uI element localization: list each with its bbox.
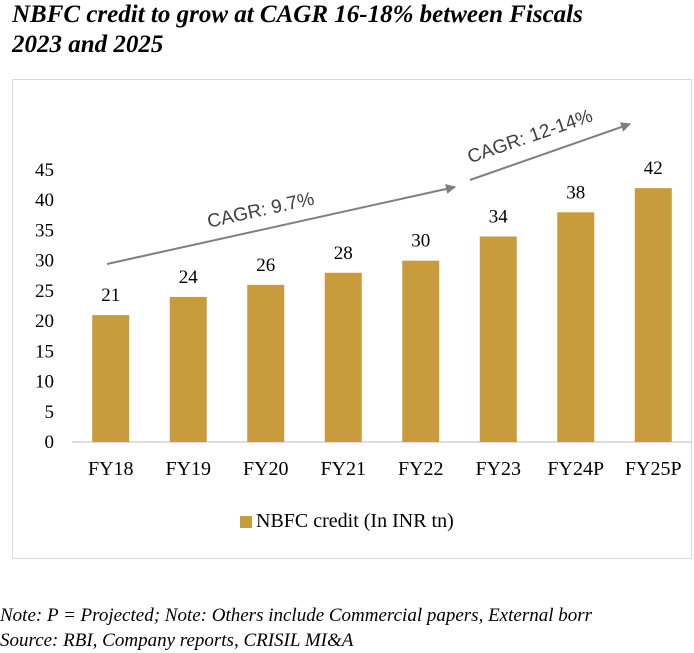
y-tick-label: 10 — [35, 372, 54, 393]
bar — [479, 236, 517, 442]
data-label: 38 — [566, 182, 585, 203]
footnote: Note: P = Projected; Note: Others includ… — [0, 605, 593, 626]
data-label: 24 — [179, 267, 199, 288]
y-tick-label: 5 — [45, 402, 55, 423]
bar-chart: 0 5 10 15 20 25 30 35 40 45 21 FY18 24 FY19 26 FY20 28 FY… — [35, 106, 692, 480]
cagr-arrow-2 — [469, 122, 631, 181]
x-tick-label: FY18 — [88, 458, 134, 480]
y-tick-label: 40 — [35, 190, 54, 211]
data-label: 34 — [489, 206, 509, 227]
x-tick-label: FY23 — [475, 458, 521, 480]
y-tick-label: 45 — [35, 160, 54, 181]
data-label: 30 — [411, 231, 430, 252]
y-tick-label: 20 — [35, 311, 54, 332]
legend-swatch — [240, 515, 252, 528]
cagr-arrow-1 — [106, 184, 456, 265]
y-tick-label: 0 — [45, 432, 55, 453]
x-tick-label: FY20 — [243, 458, 289, 480]
data-label: 28 — [334, 243, 353, 264]
bar — [169, 296, 207, 442]
bar — [324, 272, 362, 442]
data-label: 26 — [256, 255, 275, 276]
bar — [634, 188, 672, 442]
y-tick-label: 15 — [35, 341, 54, 362]
y-tick-label: 30 — [35, 251, 54, 272]
data-label: 21 — [101, 285, 120, 306]
legend-label: NBFC credit (In INR tn) — [256, 510, 454, 532]
x-tick-label: FY24P — [547, 458, 604, 480]
bar — [402, 260, 440, 442]
x-tick-label: FY21 — [320, 458, 366, 480]
chart-title: NBFC credit to grow at CAGR 16-18% betwe… — [12, 1, 583, 58]
cagr-label-1: CAGR: 9.7% — [205, 189, 316, 233]
data-label: 42 — [644, 158, 663, 179]
x-tick-label: FY22 — [398, 458, 444, 480]
bar — [92, 315, 130, 442]
x-tick-label: FY19 — [165, 458, 211, 480]
source-note: Source: RBI, Company reports, CRISIL MI&… — [0, 630, 354, 651]
y-tick-label: 25 — [35, 281, 54, 302]
bar — [247, 284, 285, 442]
legend: NBFC credit (In INR tn) — [240, 510, 454, 533]
y-tick-label: 35 — [35, 220, 54, 241]
x-tick-label: FY25P — [625, 458, 682, 480]
bar — [557, 212, 595, 442]
